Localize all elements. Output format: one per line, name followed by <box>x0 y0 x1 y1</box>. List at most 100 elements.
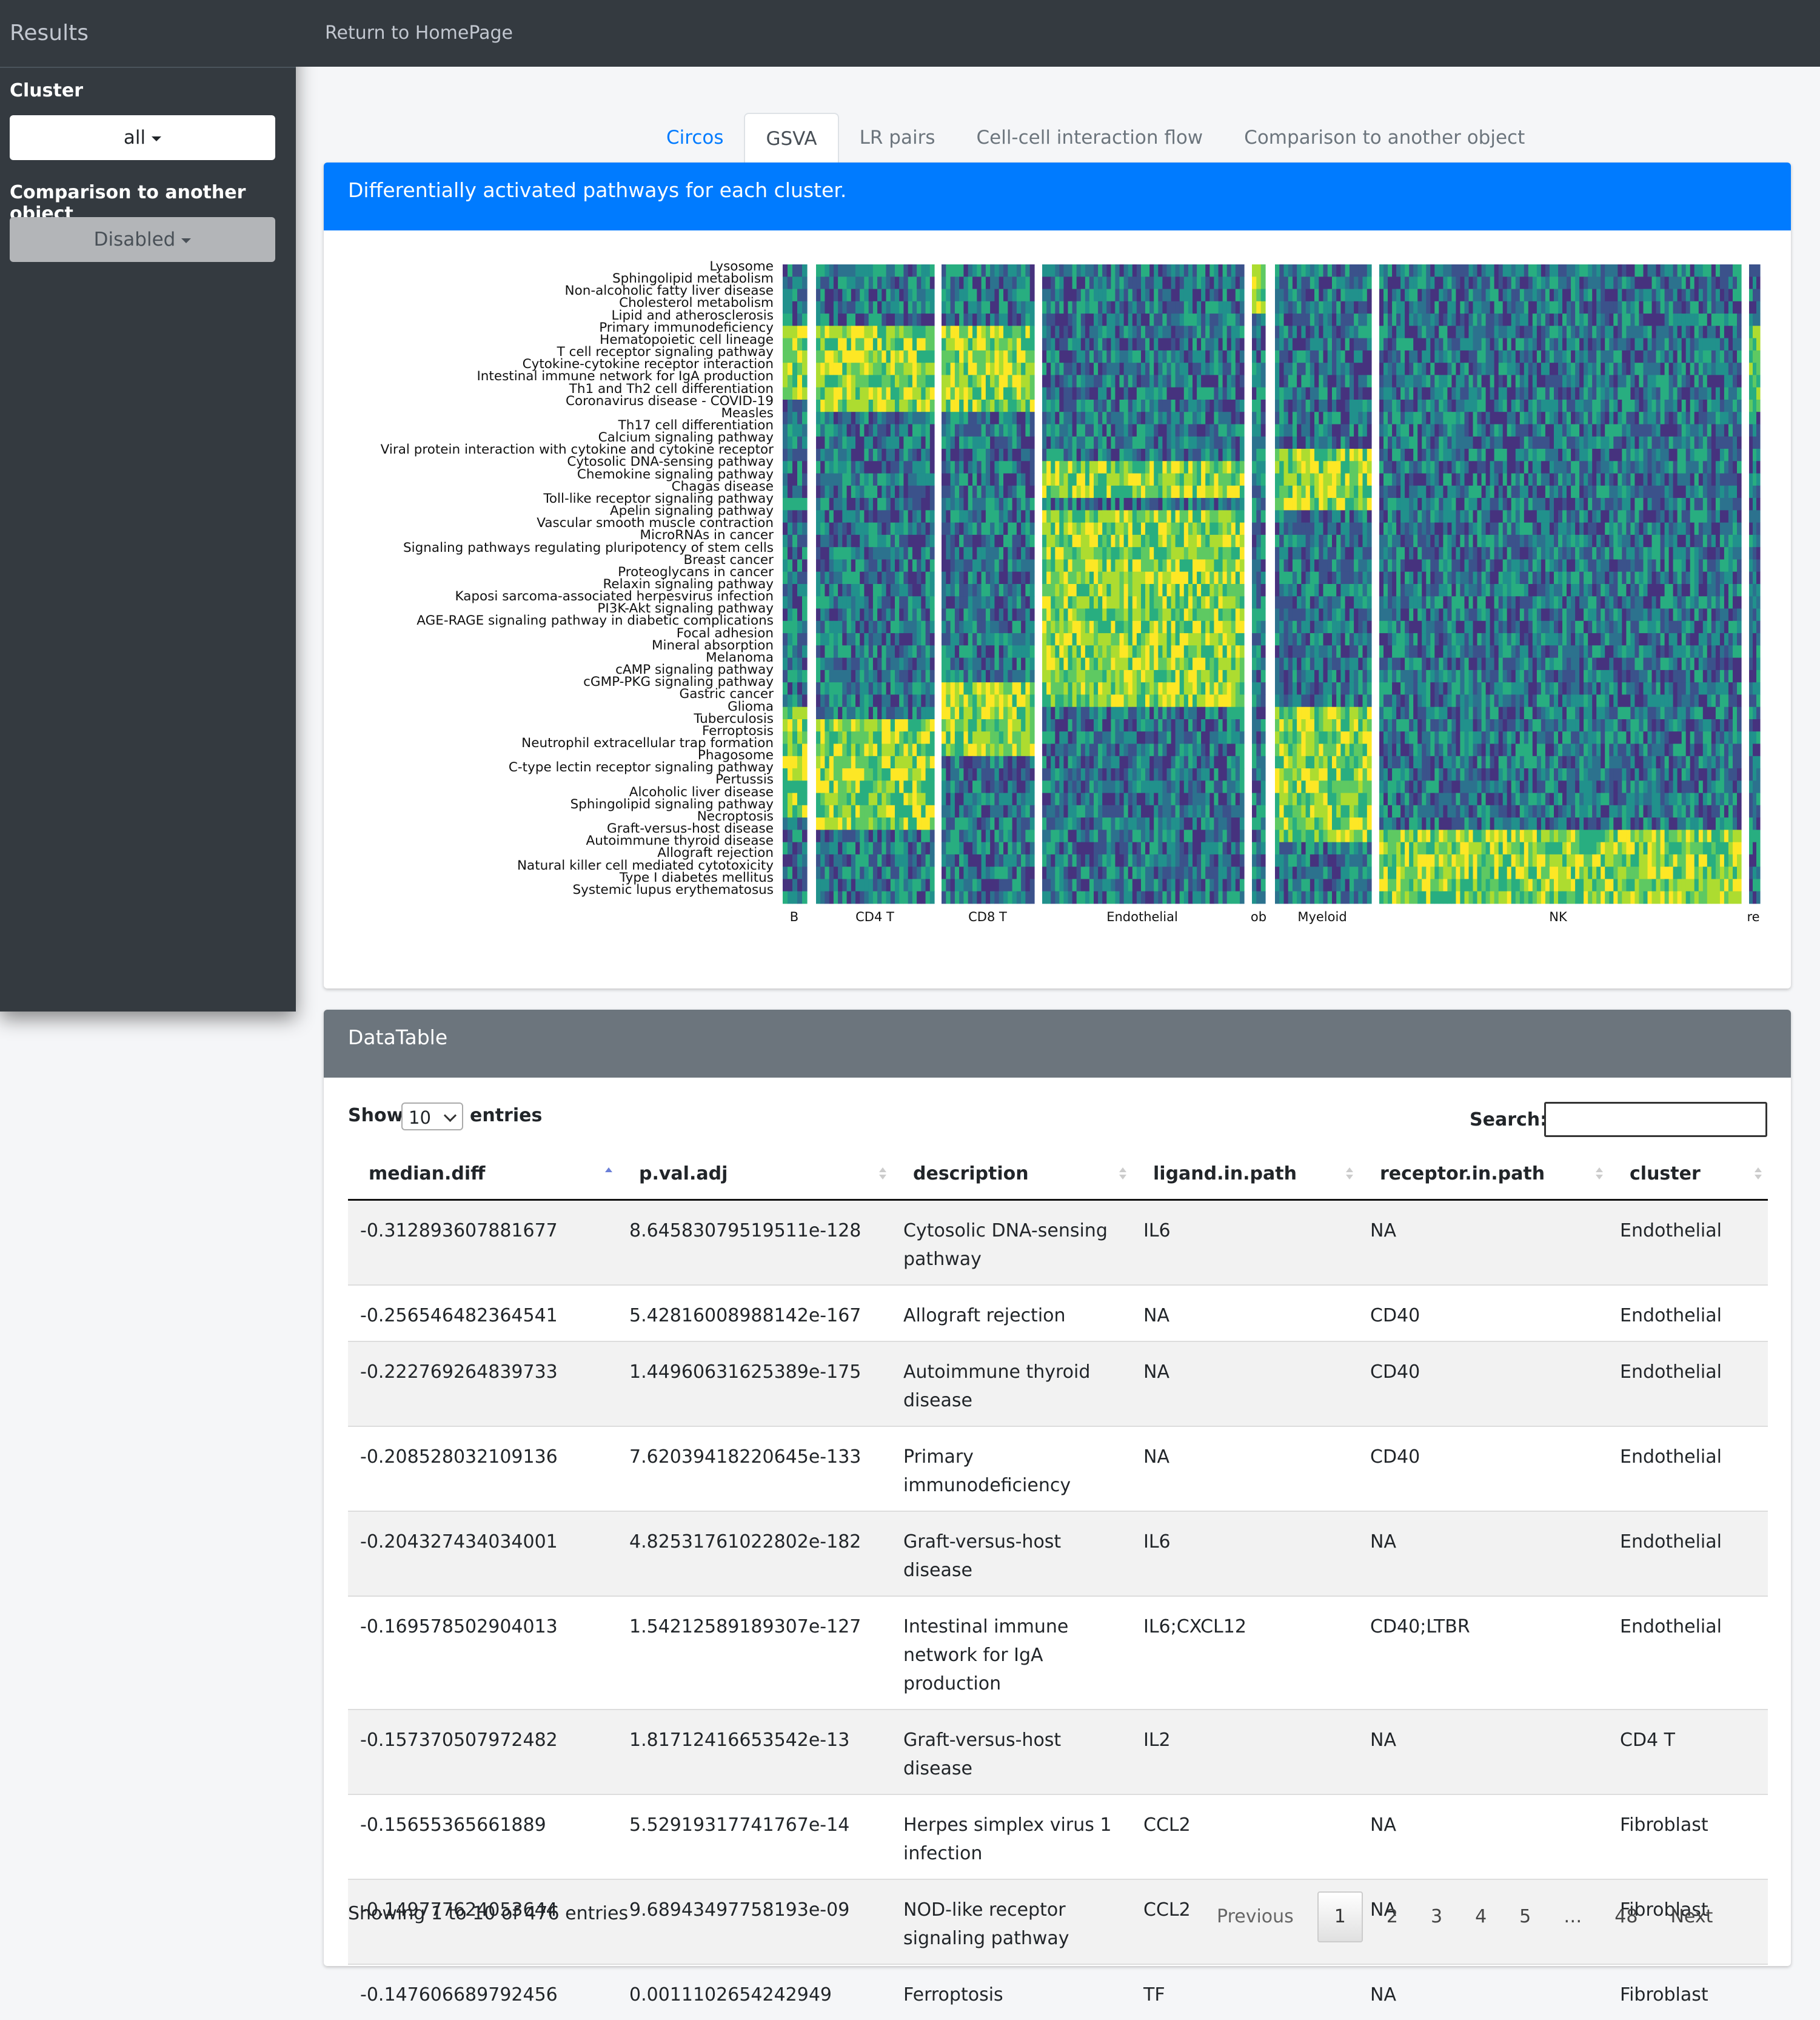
heatmap-cell <box>1094 780 1099 793</box>
tab-gsva[interactable]: GSVA <box>744 113 839 164</box>
heatmap-cell <box>864 608 869 622</box>
heatmap-cell <box>1193 682 1197 695</box>
heatmap-cell <box>868 436 874 449</box>
heatmap-cell <box>1171 363 1176 375</box>
heatmap-cell <box>954 314 960 326</box>
heatmap-cell <box>846 277 852 289</box>
heatmap-cell <box>899 608 904 622</box>
heatmap-cell <box>921 350 926 363</box>
heatmap-cell <box>1008 485 1013 498</box>
heatmap-cell <box>886 780 891 793</box>
heatmap-cell <box>1183 768 1189 781</box>
heatmap-cell <box>903 547 909 560</box>
heatmap-cell <box>1119 289 1125 302</box>
heatmap-cell <box>1076 436 1082 449</box>
heatmap-cell <box>994 473 1000 486</box>
heatmap-cell <box>1145 768 1150 781</box>
heatmap-cell <box>882 830 887 843</box>
heatmap-cell <box>1051 756 1056 769</box>
heatmap-cell <box>877 854 882 867</box>
heatmap-cell <box>1072 842 1077 855</box>
heatmap-cell <box>1029 412 1035 424</box>
tab-lr-pairs[interactable]: LR pairs <box>859 127 935 149</box>
heatmap-cell <box>899 412 904 424</box>
tab-circos[interactable]: Circos <box>666 127 724 149</box>
heatmap-cell <box>792 314 798 326</box>
return-home-link[interactable]: Return to HomePage <box>325 22 513 44</box>
heatmap-cell <box>1029 706 1035 720</box>
heatmap-cell <box>886 694 891 708</box>
heatmap-cell <box>959 706 964 720</box>
heatmap-cell <box>990 326 995 338</box>
heatmap-cell <box>1183 424 1189 437</box>
heatmap-cell <box>1016 645 1022 658</box>
heatmap-cell <box>1003 596 1008 609</box>
heatmap-cell <box>1222 375 1228 388</box>
heatmap-cell <box>942 891 946 904</box>
heatmap-cell <box>797 314 803 326</box>
heatmap-cell <box>1102 461 1107 474</box>
heatmap-cell <box>1132 534 1137 548</box>
heatmap-cell <box>1003 633 1008 646</box>
heatmap-cell <box>1123 608 1129 622</box>
heatmap-cell <box>985 584 991 597</box>
heatmap-cell <box>1089 461 1094 474</box>
heatmap-cell <box>1158 645 1163 658</box>
heatmap-cell <box>1102 743 1107 757</box>
heatmap-cell <box>1029 669 1035 683</box>
heatmap-cell <box>1183 485 1189 498</box>
tab-comparison[interactable]: Comparison to another object <box>1244 127 1525 149</box>
compare-dropdown[interactable]: Disabled <box>10 217 275 262</box>
heatmap-cell <box>882 842 887 855</box>
heatmap-cell <box>942 326 946 338</box>
heatmap-cell <box>886 289 891 302</box>
heatmap-cell <box>959 314 964 326</box>
heatmap-cell <box>864 571 869 585</box>
heatmap-cell <box>925 289 931 302</box>
heatmap-cell <box>1029 338 1035 351</box>
cluster-dropdown[interactable]: all <box>10 115 275 160</box>
heatmap-cell <box>1063 571 1069 585</box>
heatmap-cell <box>829 706 834 720</box>
heatmap-cell <box>1162 657 1168 671</box>
heatmap-cell <box>820 756 825 769</box>
heatmap-cell <box>972 571 977 585</box>
heatmap-cell <box>1051 559 1056 572</box>
heatmap-cell <box>890 473 895 486</box>
heatmap-cell <box>820 669 825 683</box>
tab-interaction-flow[interactable]: Cell-cell interaction flow <box>976 127 1203 149</box>
heatmap-cell <box>1025 817 1031 830</box>
heatmap-cell <box>1085 326 1090 338</box>
heatmap-cell <box>899 473 904 486</box>
heatmap-cell <box>985 620 991 634</box>
heatmap-cell <box>1209 461 1214 474</box>
heatmap-cell <box>855 768 860 781</box>
heatmap-cell <box>925 436 931 449</box>
heatmap-cell <box>1008 436 1013 449</box>
heatmap-cell <box>921 891 926 904</box>
heatmap-cell <box>1136 694 1142 708</box>
heatmap-cell <box>855 301 860 314</box>
heatmap-cell <box>1115 793 1120 806</box>
heatmap-cell <box>882 547 887 560</box>
heatmap-cell <box>1076 338 1082 351</box>
heatmap-cell <box>921 571 926 585</box>
heatmap-cell <box>1085 363 1090 375</box>
heatmap-cell <box>1128 743 1133 757</box>
heatmap-cell <box>1059 498 1064 511</box>
heatmap-cell <box>1102 817 1107 830</box>
heatmap-cell <box>899 633 904 646</box>
heatmap-cell <box>792 461 798 474</box>
heatmap-cell <box>838 412 843 424</box>
heatmap-cell <box>1072 264 1077 277</box>
heatmap-cell <box>972 326 977 338</box>
heatmap-cell <box>890 375 895 388</box>
heatmap-cell <box>908 571 913 585</box>
heatmap-cell <box>968 449 973 461</box>
heatmap-cell <box>1197 571 1202 585</box>
heatmap-cell <box>950 879 955 892</box>
heatmap-cell <box>829 743 834 757</box>
heatmap-cell <box>846 387 852 400</box>
heatmap-cell <box>1132 559 1137 572</box>
heatmap-cell <box>1119 731 1125 744</box>
